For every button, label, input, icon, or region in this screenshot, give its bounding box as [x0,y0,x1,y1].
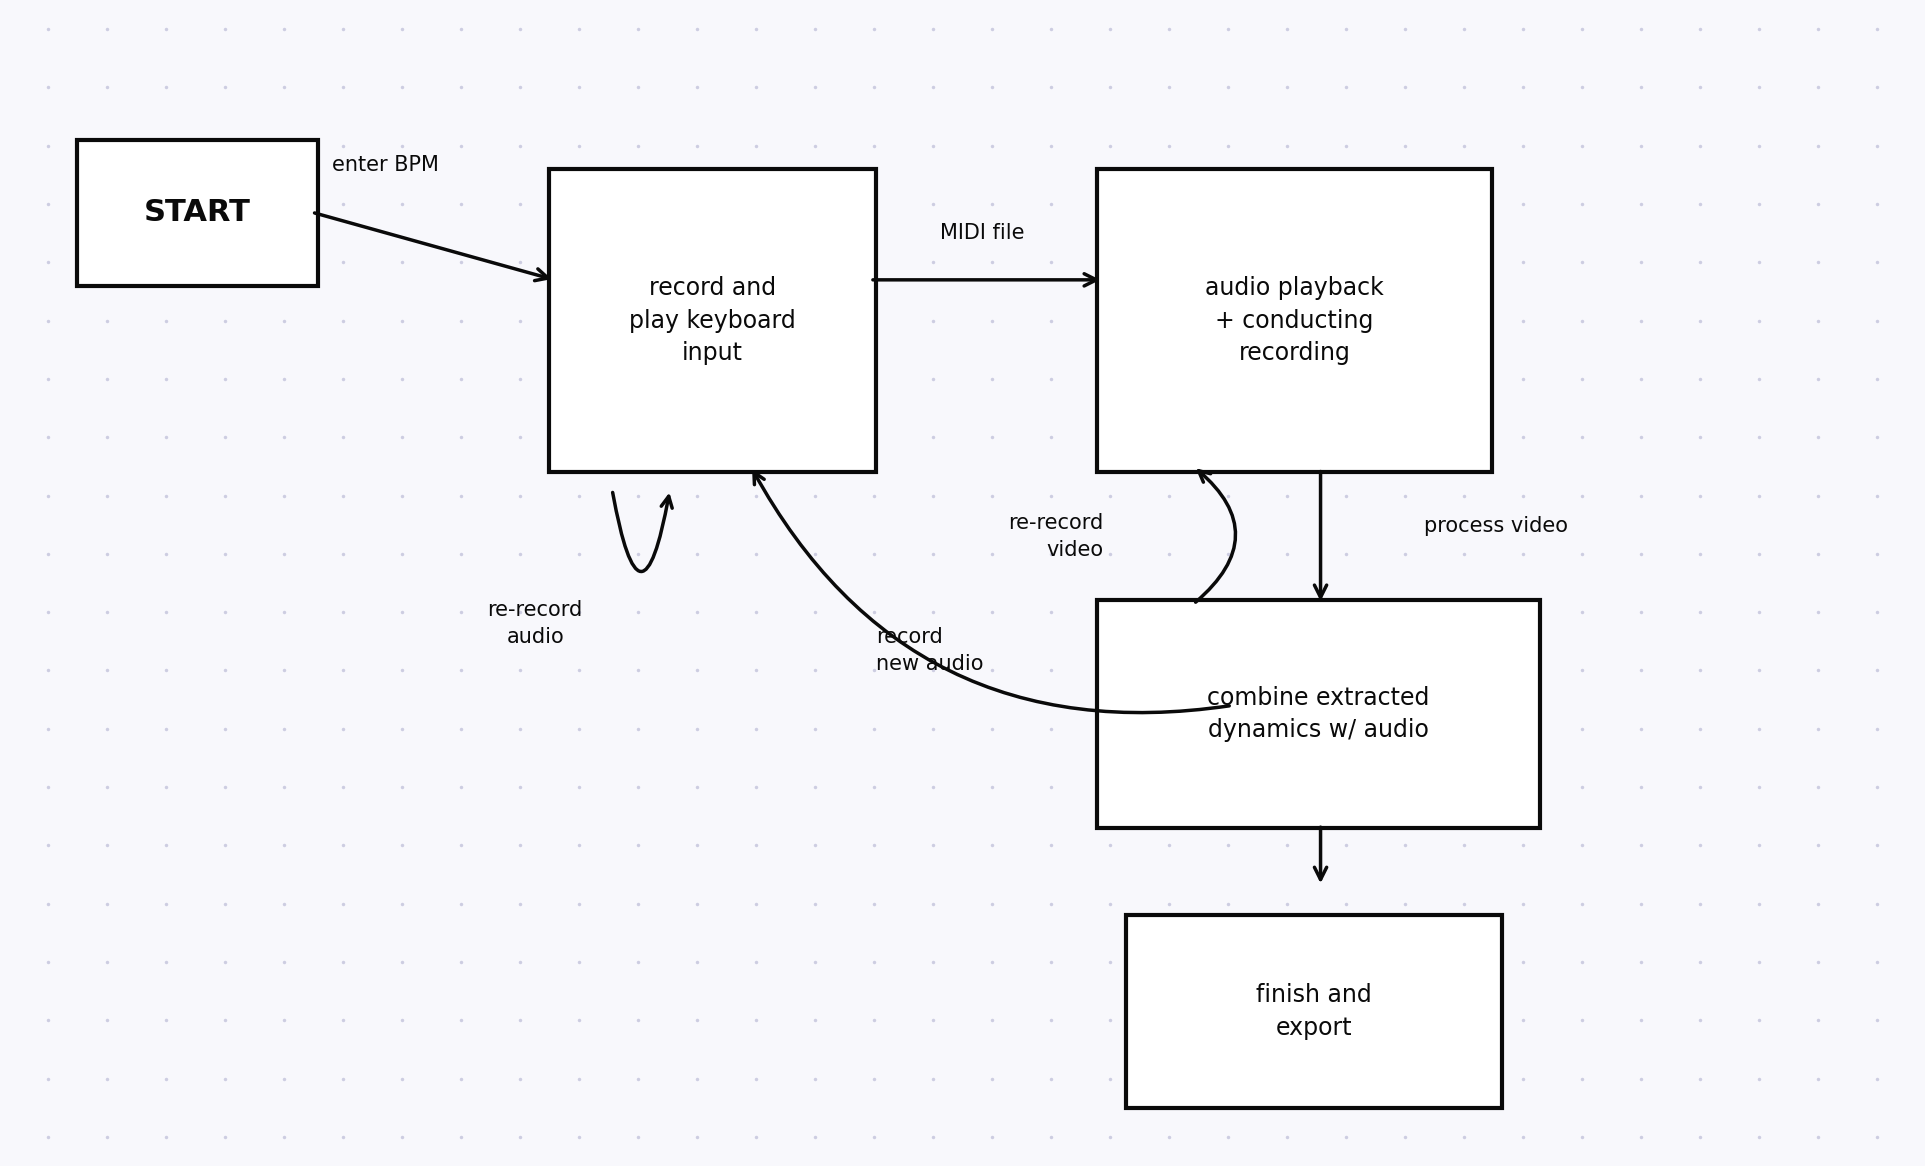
Text: START: START [144,198,250,227]
FancyBboxPatch shape [549,169,876,472]
Text: process video: process video [1424,517,1569,536]
Text: MIDI file: MIDI file [939,223,1024,243]
Text: enter BPM: enter BPM [331,155,439,175]
FancyBboxPatch shape [1097,169,1492,472]
FancyArrowPatch shape [755,472,1230,712]
Text: re-record
audio: re-record audio [487,600,583,647]
Text: record
new audio: record new audio [876,627,984,674]
FancyBboxPatch shape [1126,915,1502,1108]
FancyBboxPatch shape [77,140,318,286]
FancyArrowPatch shape [612,492,672,571]
Text: re-record
video: re-record video [1009,513,1103,560]
Text: audio playback
+ conducting
recording: audio playback + conducting recording [1205,276,1384,365]
Text: record and
play keyboard
input: record and play keyboard input [629,276,795,365]
Text: combine extracted
dynamics w/ audio: combine extracted dynamics w/ audio [1207,686,1430,743]
Text: finish and
export: finish and export [1255,983,1373,1040]
FancyArrowPatch shape [1195,471,1236,602]
FancyBboxPatch shape [1097,600,1540,828]
